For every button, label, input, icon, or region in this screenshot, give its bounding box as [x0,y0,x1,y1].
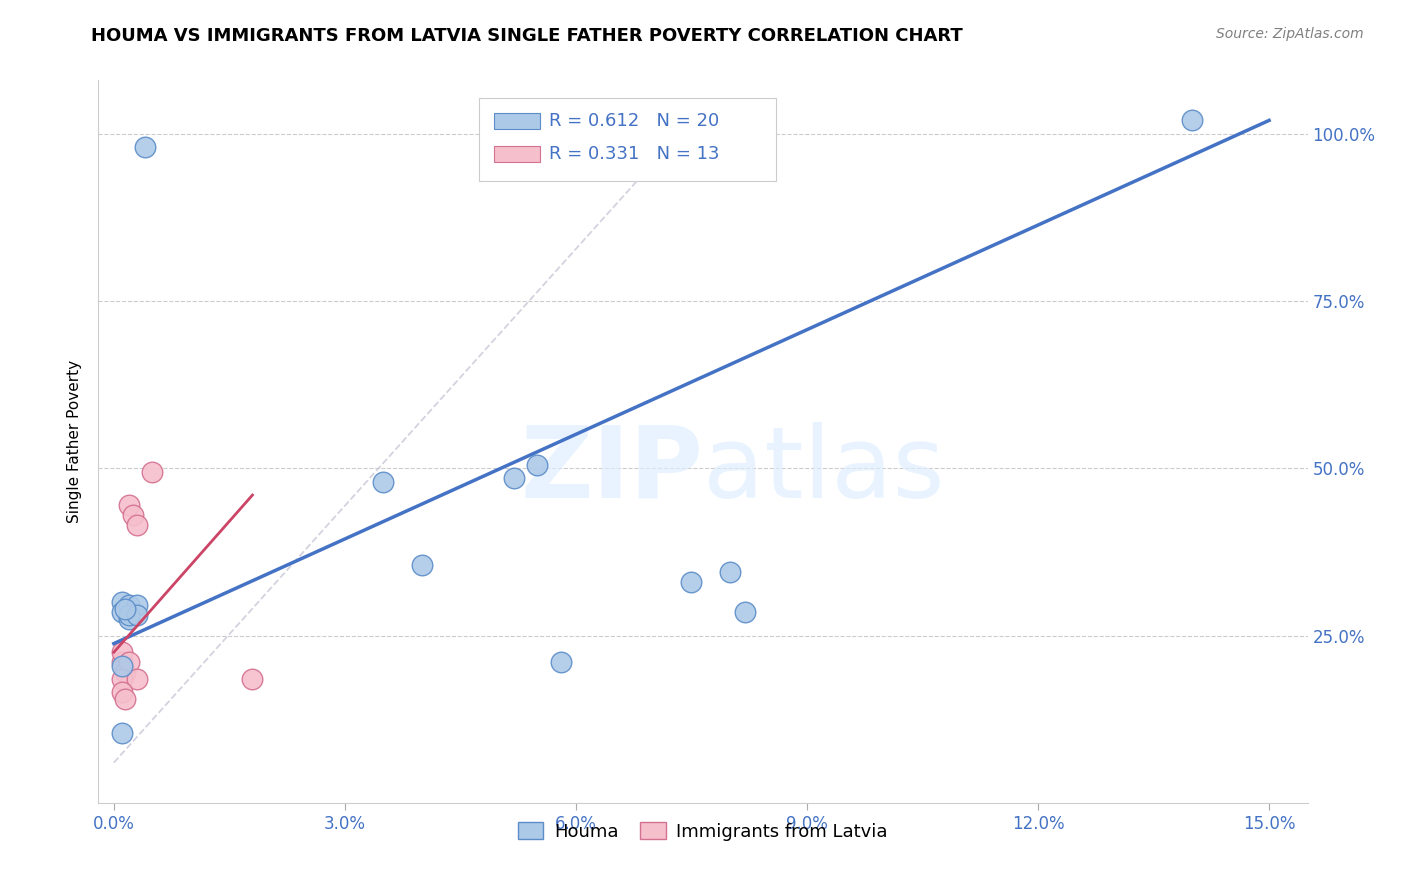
Point [550,655,572,669]
Point [118,608,141,623]
Point [122,508,145,523]
Point [125,599,148,613]
Point [503,471,526,485]
Point [110,655,132,669]
Text: HOUMA VS IMMIGRANTS FROM LATVIA SINGLE FATHER POVERTY CORRELATION CHART: HOUMA VS IMMIGRANTS FROM LATVIA SINGLE F… [91,27,963,45]
Point [134,140,156,154]
Point [110,672,132,686]
Text: atlas: atlas [703,422,945,519]
Point [110,605,132,619]
Point [718,565,741,579]
Point [110,725,132,739]
Point [118,599,141,613]
Text: Source: ZipAtlas.com: Source: ZipAtlas.com [1216,27,1364,41]
Text: R = 0.331   N = 13: R = 0.331 N = 13 [550,145,720,163]
Bar [494,146,540,162]
Point [681,575,703,590]
Point [411,558,433,573]
Point [110,658,132,673]
Point [526,458,548,472]
Point [114,692,136,706]
Point [125,518,148,533]
Point [141,465,163,479]
Point [114,602,136,616]
Point [118,612,141,626]
Point [110,595,132,609]
Point [125,608,148,623]
Text: R = 0.612   N = 20: R = 0.612 N = 20 [550,112,720,129]
Point [125,672,148,686]
Point [114,665,136,680]
Point [242,672,264,686]
Text: ZIP: ZIP [520,422,703,519]
Y-axis label: Single Father Poverty: Single Father Poverty [67,360,83,523]
Point [118,655,141,669]
Point [110,645,132,659]
Point [118,498,141,512]
Point [734,605,756,619]
Point [373,475,395,489]
Bar [494,112,540,128]
Point [1181,113,1204,128]
FancyBboxPatch shape [479,98,776,181]
Legend: Houma, Immigrants from Latvia: Houma, Immigrants from Latvia [510,815,896,848]
Point [110,685,132,699]
